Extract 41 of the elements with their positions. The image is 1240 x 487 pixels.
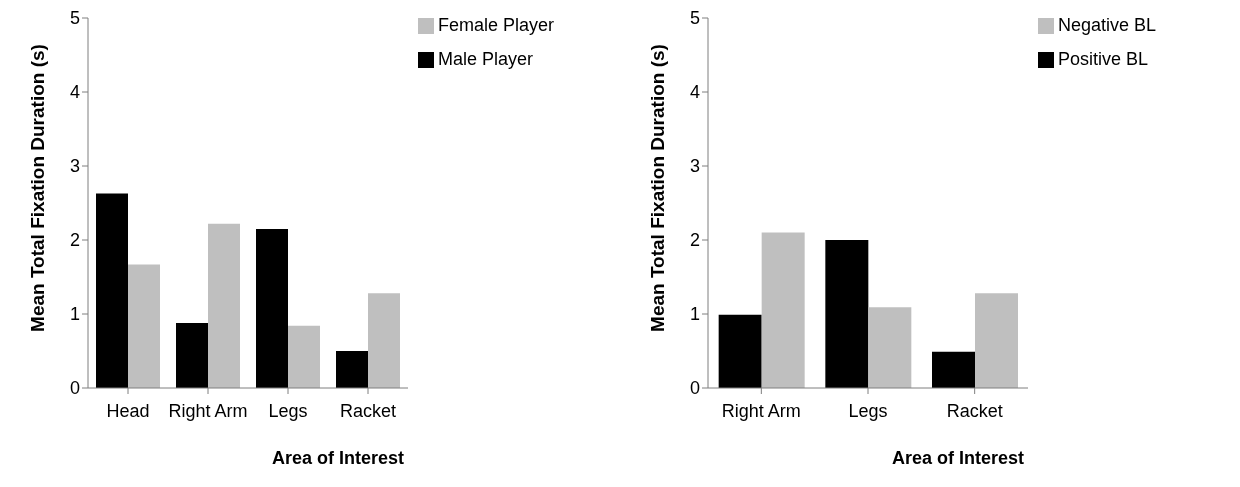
bar (128, 264, 160, 388)
bar (761, 232, 805, 388)
x-axis-title: Area of Interest (890, 448, 1025, 469)
legend-label: Positive BL (1058, 49, 1149, 69)
x-tick-label: Right Arm (721, 400, 801, 421)
y-tick-label: 4 (689, 82, 700, 103)
x-tick-label: Legs (268, 400, 308, 421)
x-tick-label: Racket (946, 400, 1003, 421)
y-tick-label: 1 (69, 304, 80, 325)
bar (718, 314, 762, 388)
y-tick-label: 1 (689, 304, 700, 325)
bar (368, 293, 400, 388)
bar (336, 351, 368, 388)
x-axis-title: Area of Interest (270, 448, 405, 469)
bar (825, 240, 869, 388)
bar (208, 223, 240, 388)
y-tick-label: 5 (689, 8, 700, 29)
bar (96, 193, 128, 388)
bar (975, 293, 1018, 388)
y-axis-title: Mean Total Fixation Duration (s) (646, 43, 669, 334)
y-tick-label: 5 (69, 8, 80, 29)
bar (932, 351, 975, 388)
y-tick-label: 4 (69, 82, 80, 103)
y-tick-label: 3 (689, 156, 700, 177)
y-tick-label: 0 (69, 378, 80, 399)
bar (176, 322, 208, 388)
legend-label: Negative BL (1058, 15, 1157, 35)
bar (288, 325, 320, 388)
legend-label: Male Player (438, 49, 534, 69)
x-tick-label: Right Arm (168, 400, 248, 421)
x-tick-label: Head (106, 400, 150, 421)
x-tick-label: Racket (339, 400, 397, 421)
y-tick-label: 2 (689, 230, 700, 251)
legend-label: Female Player (438, 15, 555, 35)
y-tick-label: 3 (69, 156, 80, 177)
y-tick-label: 2 (69, 230, 80, 251)
y-axis-title: Mean Total Fixation Duration (s) (26, 43, 49, 334)
x-tick-label: Legs (848, 400, 888, 421)
y-tick-label: 0 (689, 378, 700, 399)
bar (868, 307, 912, 388)
bar (256, 228, 288, 388)
